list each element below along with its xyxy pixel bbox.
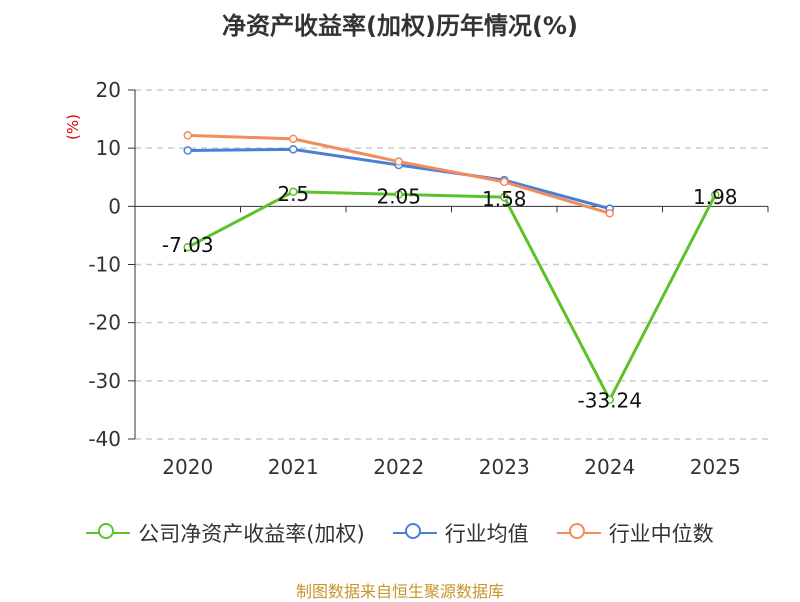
legend-swatch: [556, 521, 601, 545]
y-tick-label: -30: [88, 369, 121, 393]
data-point: [605, 395, 614, 404]
x-tick-label: 2023: [479, 455, 530, 479]
legend-swatch: [392, 521, 437, 545]
y-tick-label: -10: [88, 253, 121, 277]
data-point: [289, 187, 298, 197]
data-point: [605, 209, 614, 218]
data-label: 2.5: [277, 182, 309, 206]
data-point: [394, 190, 403, 199]
data-point: [711, 190, 720, 200]
data-point: [394, 157, 403, 166]
series-line: [187, 190, 717, 402]
data-point: [289, 134, 298, 144]
legend-item[interactable]: 行业中位数: [556, 518, 714, 548]
y-tick-label: 0: [108, 194, 121, 218]
data-label: -33.24: [578, 389, 642, 413]
data-point: [183, 146, 192, 155]
data-label: 1.98: [693, 185, 738, 209]
x-tick-label: 2024: [584, 455, 635, 479]
y-tick-label: 20: [96, 78, 121, 102]
x-tick-label: 2020: [162, 455, 213, 479]
y-tick-label: -20: [88, 311, 121, 335]
legend-item[interactable]: 公司净资产收益率(加权): [86, 518, 365, 548]
legend-label: 行业均值: [444, 522, 529, 546]
data-label: 1.58: [482, 187, 527, 211]
x-tick-label: 2022: [373, 455, 424, 479]
legend-item[interactable]: 行业均值: [392, 518, 529, 548]
legend-swatch: [86, 521, 131, 545]
data-point: [183, 242, 192, 252]
y-axis-label: (%): [64, 114, 82, 140]
legend: 公司净资产收益率(加权) 行业均值 行业中位数: [0, 518, 800, 548]
data-point: [500, 192, 509, 202]
legend-label: 公司净资产收益率(加权): [138, 522, 365, 546]
legend-label: 行业中位数: [608, 522, 714, 546]
data-point: [500, 177, 509, 187]
y-tick-label: -40: [88, 427, 121, 451]
data-label: -7.03: [162, 233, 214, 257]
data-point: [183, 131, 192, 140]
source-note: 制图数据来自恒生聚源数据库: [295, 582, 504, 601]
chart-title: 净资产收益率(加权)历年情况(%): [222, 12, 578, 40]
data-point: [289, 145, 298, 154]
y-tick-label: 10: [96, 136, 121, 160]
x-tick-label: 2021: [268, 455, 319, 479]
data-label: 2.05: [376, 184, 421, 208]
x-tick-label: 2025: [690, 455, 741, 479]
